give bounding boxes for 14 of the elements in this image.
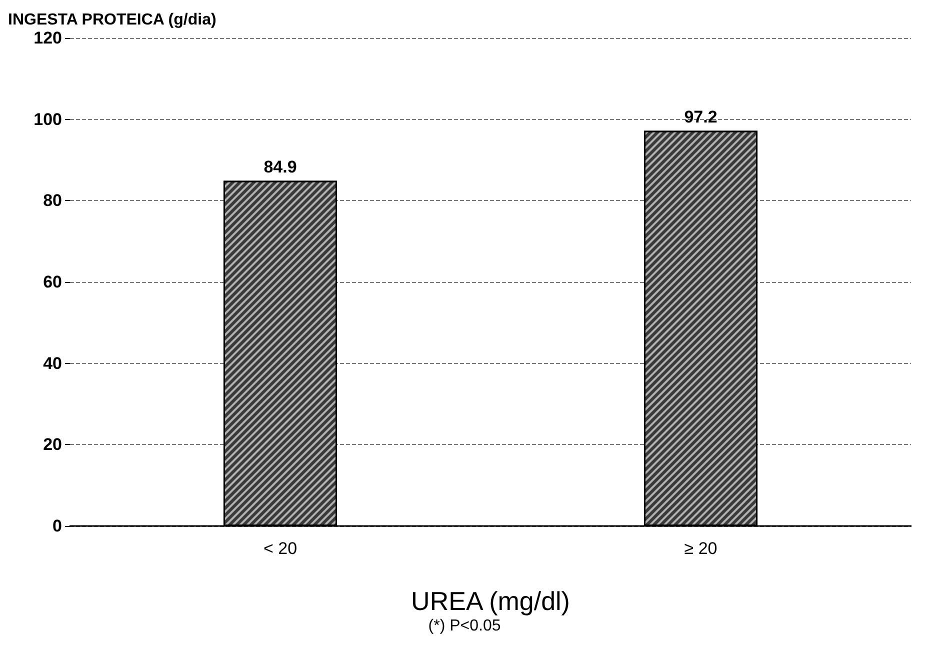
y-tick-label: 120 xyxy=(34,28,62,48)
x-tick-label: < 20 xyxy=(263,539,298,558)
text: (*) P<0.05 xyxy=(428,618,501,634)
y-tick-label: 20 xyxy=(43,435,62,454)
y-tick-label: 60 xyxy=(43,272,62,292)
y-tick-label: 0 xyxy=(52,516,62,536)
y-tick-label: 80 xyxy=(43,191,62,210)
data-label: 84.9 xyxy=(264,158,297,177)
y-tick-label: 100 xyxy=(34,110,62,129)
data-label: 97.2 xyxy=(684,108,718,127)
y-tick-label: 40 xyxy=(43,354,62,373)
x-tick-label: ≥ 20 xyxy=(684,539,718,558)
y-axis-title: INGESTA PROTEICA (g/dia) xyxy=(8,12,216,28)
x-axis-title: UREA (mg/dl) xyxy=(411,586,570,616)
